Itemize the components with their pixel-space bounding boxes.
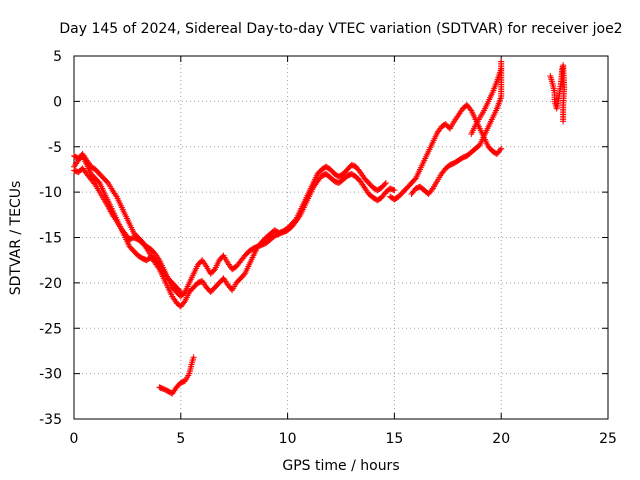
data-point (497, 146, 504, 153)
data-points (71, 58, 568, 397)
y-tick-label: -25 (39, 321, 62, 337)
series-track-d (387, 102, 505, 203)
x-tick-label: 25 (599, 431, 617, 447)
series-track-b (71, 151, 398, 300)
axis-ticks (73, 55, 609, 420)
x-tick-labels: 0 5 10 15 20 25 (70, 431, 617, 447)
series-track-e (408, 58, 505, 197)
data-point (428, 186, 435, 193)
x-axis-label: GPS time / hours (282, 458, 399, 474)
data-point (176, 287, 183, 294)
data-point (498, 58, 505, 65)
x-tick-label: 0 (70, 431, 79, 447)
data-point (467, 106, 474, 113)
data-point (391, 187, 398, 194)
y-tick-label: -10 (39, 185, 62, 201)
x-tick-label: 20 (492, 431, 510, 447)
x-tick-label: 15 (385, 431, 403, 447)
data-point (382, 180, 389, 187)
data-point (91, 180, 98, 187)
y-tick-label: 0 (53, 94, 62, 110)
series-track-c (71, 165, 184, 295)
y-tick-labels: 5 0 -5 -10 -15 -20 -25 -30 -35 (39, 49, 62, 428)
data-point (560, 118, 567, 125)
series-segment-late (547, 62, 568, 125)
data-point (177, 288, 184, 295)
grid-lines (74, 56, 608, 419)
data-point (190, 354, 197, 361)
data-point (181, 299, 188, 306)
y-tick-label: -35 (39, 412, 62, 428)
y-tick-label: 5 (53, 49, 62, 65)
y-tick-label: -30 (39, 367, 62, 383)
x-tick-label: 5 (176, 431, 185, 447)
data-point (381, 181, 388, 188)
y-tick-label: -5 (48, 140, 62, 156)
y-tick-label: -15 (39, 231, 62, 247)
series-segment-low (156, 354, 197, 397)
data-point (498, 145, 505, 152)
chart-title: Day 145 of 2024, Sidereal Day-to-day VTE… (59, 21, 622, 37)
data-point (142, 244, 149, 251)
x-tick-label: 10 (279, 431, 297, 447)
y-tick-label: -20 (39, 276, 62, 292)
series-track-f (468, 65, 505, 138)
y-axis-label: SDTVAR / TECUs (8, 181, 24, 296)
series-track-a (71, 152, 389, 310)
data-point (498, 65, 505, 72)
